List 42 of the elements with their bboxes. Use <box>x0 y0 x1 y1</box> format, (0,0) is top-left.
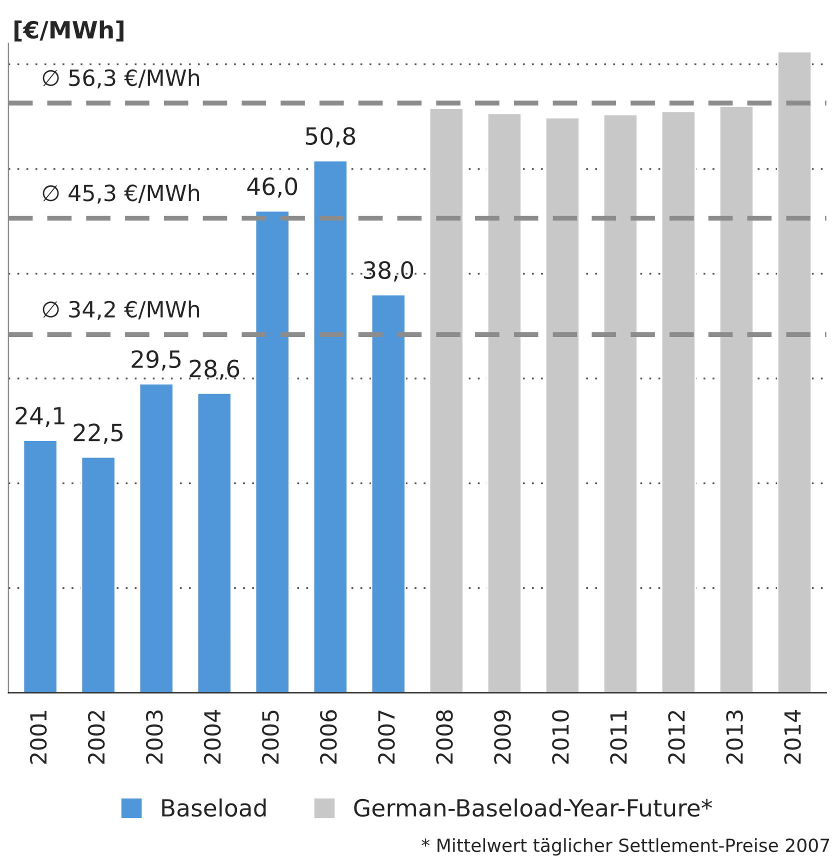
data-label: 38,0 <box>364 261 414 282</box>
data-label: 46,0 <box>247 177 298 198</box>
bar <box>80 456 116 693</box>
bar <box>254 210 290 693</box>
x-tick-label: 2004 <box>204 710 221 764</box>
legend-label: Baseload <box>162 798 266 817</box>
data-label: 24,1 <box>16 406 64 428</box>
x-tick-label: 2009 <box>494 710 511 764</box>
bar <box>660 110 696 693</box>
x-tick-label: 2001 <box>30 710 47 764</box>
data-label: 50,8 <box>306 127 356 148</box>
bar <box>196 392 232 693</box>
bar <box>22 440 58 693</box>
bar <box>486 112 522 693</box>
data-label: 29,5 <box>132 350 181 370</box>
ref-line-label: ∅ 56,3 €/MWh <box>42 68 200 88</box>
bar <box>602 114 638 693</box>
bar <box>718 105 754 693</box>
x-tick-label: 2005 <box>262 710 279 764</box>
bar <box>312 160 348 693</box>
x-tick-label: 2014 <box>784 710 801 764</box>
bar <box>138 383 174 693</box>
x-tick-label: 2013 <box>726 710 743 764</box>
ref-line-label: ∅ 45,3 €/MWh <box>42 184 200 204</box>
bar <box>428 108 464 693</box>
x-tick-label: 2007 <box>378 710 395 764</box>
x-tick-label: 2006 <box>320 710 337 764</box>
bar <box>544 116 580 693</box>
x-tick-label: 2003 <box>146 710 163 764</box>
data-label: 28,6 <box>190 360 240 380</box>
x-tick-label: 2008 <box>436 710 453 764</box>
bar <box>370 294 406 693</box>
ref-line-label: ∅ 34,2 €/MWh <box>42 300 200 320</box>
data-label: 22,5 <box>74 424 123 444</box>
x-tick-label: 2010 <box>552 710 569 764</box>
y-axis-title: [€/MWh] <box>14 20 124 42</box>
bar <box>776 50 812 693</box>
text: * Mittelwert täglicher Settlement-Preise 2007 <box>422 838 830 856</box>
x-tick-label: 2011 <box>610 710 627 764</box>
x-tick-label: 2012 <box>668 711 685 764</box>
legend-label: German-Baseload-Year-Future* <box>354 798 712 817</box>
x-tick-label: 2002 <box>88 711 105 764</box>
